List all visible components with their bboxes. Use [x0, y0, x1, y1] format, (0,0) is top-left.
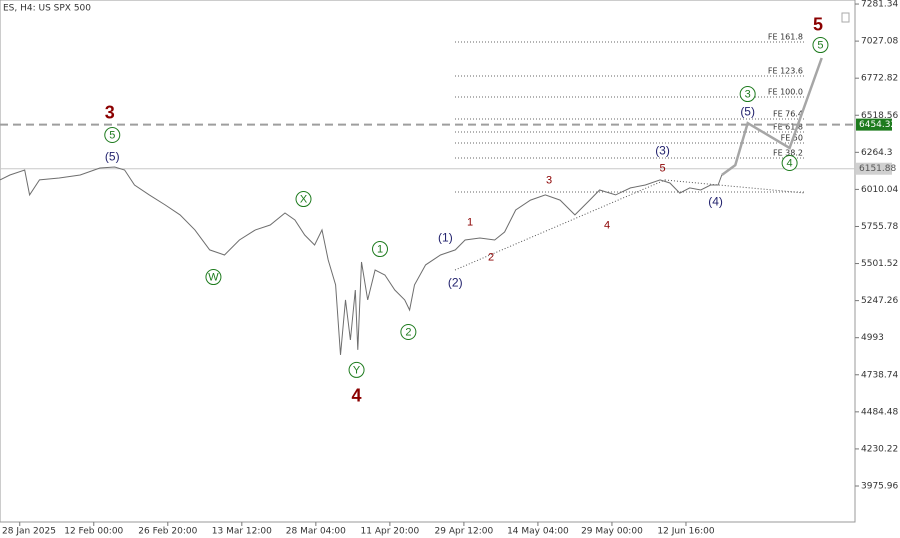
plot-frame [0, 0, 856, 523]
wave-label: 5 [109, 129, 115, 141]
price-line-series [0, 166, 723, 355]
wave-label: 2 [488, 251, 494, 263]
y-tick-label: 4484.48 [861, 407, 898, 417]
price-label-bg [856, 162, 892, 175]
wave-circle [739, 86, 756, 103]
wave-label: 3 [105, 102, 115, 122]
wave-circle [781, 155, 798, 172]
wave-label: 4 [787, 157, 793, 169]
wave-label: (5) [740, 105, 755, 119]
fe-label: FE 61.8 [773, 123, 803, 132]
price-line-series [721, 57, 823, 177]
wave-label: (2) [448, 276, 463, 290]
icon[interactable] [841, 12, 850, 23]
wave-label: 2 [405, 326, 411, 338]
wave-circle [104, 127, 121, 144]
y-tick-label: 4230.22 [861, 444, 898, 454]
y-tick-label: 6264.3 [861, 148, 893, 158]
wave-circle [372, 241, 388, 258]
y-tick-label: 7281.34 [861, 0, 898, 10]
x-tick-label: 26 Feb 20:00 [138, 527, 197, 537]
fe-label: FE 100.0 [768, 88, 803, 97]
wave-label: 1 [467, 216, 473, 228]
wave-circle [295, 191, 312, 208]
y-tick-label: 6772.82 [861, 74, 898, 84]
wave-label: X [300, 193, 308, 205]
wave-circle [812, 37, 829, 54]
wave-circle [348, 361, 365, 378]
wave-label: (5) [105, 150, 120, 164]
trend-line [664, 179, 806, 194]
x-tick-label: 13 Mar 12:00 [212, 527, 272, 537]
y-tick-label: 6518.56 [861, 111, 898, 121]
y-tick-label: 4993 [861, 333, 884, 343]
fe-label: FE 161.8 [768, 33, 803, 42]
x-tick-label: 28 Mar 04:00 [286, 527, 346, 537]
wave-label: 5 [659, 162, 665, 174]
y-tick-label: 7027.08 [861, 37, 898, 47]
y-tick-label: 5755.78 [861, 222, 898, 232]
x-tick-label: 29 Apr 12:00 [435, 527, 494, 537]
wave-label: (3) [655, 144, 670, 158]
y-tick-label: 3975.96 [861, 481, 898, 491]
x-tick-label: 28 Jan 2025 [2, 527, 56, 537]
trend-line [454, 179, 666, 271]
wave-label: 3 [546, 174, 552, 186]
wave-label: W [208, 271, 219, 283]
wave-label: 4 [604, 219, 610, 231]
fe-label: FE 50 [781, 134, 803, 143]
y-tick-label: 6010.04 [861, 185, 898, 195]
chart-title: ES, H4: US SPX 500 [3, 4, 91, 14]
x-tick-label: 29 May 00:00 [581, 527, 643, 537]
wave-circle [400, 324, 417, 341]
wave-label: Y [353, 364, 361, 376]
x-tick-label: 12 Feb 00:00 [64, 527, 123, 537]
wave-circle [205, 269, 222, 286]
wave-label: 5 [813, 14, 823, 34]
wave-label: 3 [745, 88, 751, 100]
wave-label: 4 [352, 385, 362, 405]
x-tick-label: 12 Jun 16:00 [657, 527, 714, 537]
fe-label: FE 76.4 [773, 110, 803, 119]
price-label: 6454.32 [859, 120, 896, 130]
wave-label: (1) [438, 231, 453, 245]
y-tick-label: 5247.26 [861, 296, 898, 306]
price-label-bg [856, 118, 892, 131]
x-tick-label: 14 May 04:00 [507, 527, 569, 537]
wave-label: (4) [708, 195, 723, 209]
wave-label: 1 [377, 243, 383, 255]
fe-label: FE 38.2 [773, 149, 803, 158]
price-label: 6151.88 [859, 164, 896, 174]
x-tick-label: 11 Apr 20:00 [361, 527, 420, 537]
fe-label: FE 123.6 [768, 67, 803, 76]
y-tick-label: 5501.52 [861, 259, 898, 269]
y-tick-label: 4738.74 [861, 370, 898, 380]
wave-label: 5 [817, 39, 823, 51]
